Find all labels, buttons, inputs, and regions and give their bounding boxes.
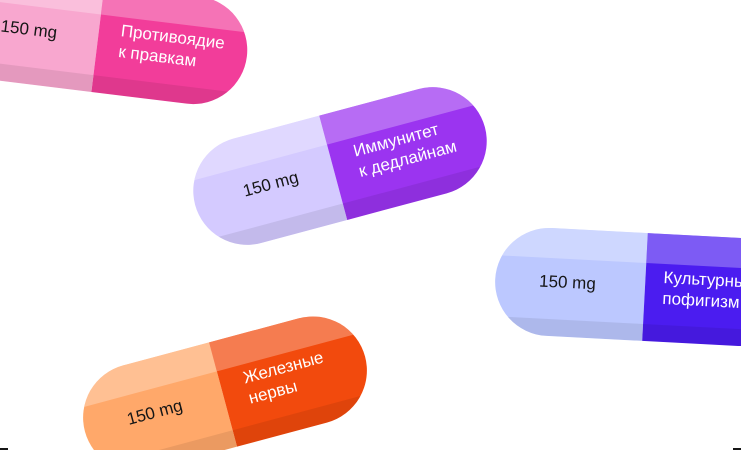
pill-capsule-pravki: 150 mg Противоядие к правкам [0, 0, 254, 111]
pill-capsule-light-half: 150 mg [181, 115, 348, 257]
pill-dose-label: 150 mg [124, 395, 185, 429]
pill-capsule-dark-half: Противоядие к правкам [91, 0, 254, 111]
pill-capsule-nervy: 150 mg Железные нервы [70, 304, 380, 450]
pill-capsule-pofigizm: 150 mg Культурный пофигизм [492, 225, 741, 349]
pill-capsule-dark-half: Железные нервы [209, 304, 380, 447]
pill-dose-label: 150 mg [538, 271, 597, 294]
pill-capsule-dark-half: Культурный пофигизм [642, 233, 741, 349]
pill-capsule-dark-half: Иммунитет к дедлайнам [319, 75, 499, 220]
pill-name-label: Противоядие к правкам [117, 20, 226, 74]
corner-tick [0, 448, 8, 450]
pill-capsule-light-half: 150 mg [70, 342, 238, 450]
pill-name-label: Культурный пофигизм [662, 267, 741, 314]
pill-dose-label: 150 mg [0, 16, 59, 43]
pill-capsule-light-half: 150 mg [0, 0, 105, 92]
pill-dose-label: 150 mg [240, 167, 301, 201]
corner-tick [733, 448, 741, 450]
pill-name-label: Иммунитет к дедлайнам [351, 115, 459, 182]
pill-name-line-2: пофигизм [661, 288, 741, 312]
pill-name-label: Железные нервы [241, 347, 331, 409]
pill-capsule-light-half: 150 mg [492, 225, 648, 341]
